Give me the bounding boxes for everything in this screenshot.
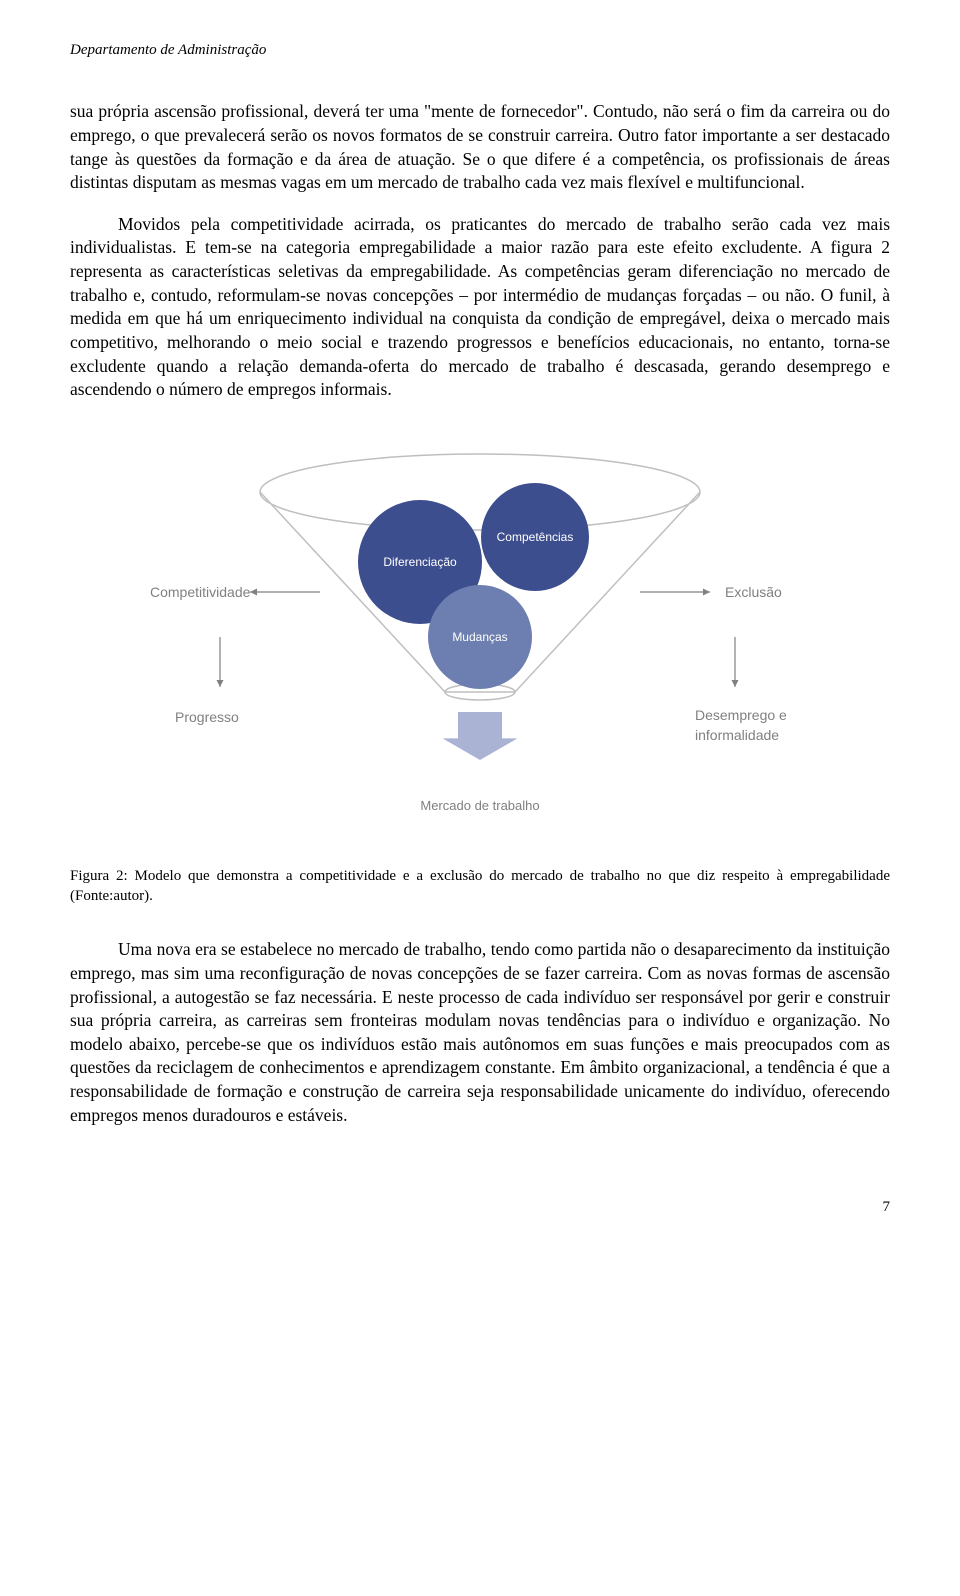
paragraph-1: sua própria ascensão profissional, dever…	[70, 100, 890, 195]
svg-text:Mercado de trabalho: Mercado de trabalho	[420, 798, 539, 813]
svg-text:Progresso: Progresso	[175, 709, 239, 725]
page-number: 7	[70, 1197, 890, 1217]
svg-text:Desemprego e: Desemprego e	[695, 707, 787, 723]
figure-2: Diferenciação Competências Mudanças Competi…	[70, 432, 890, 852]
funnel-diagram: Diferenciação Competências Mudanças Competi…	[130, 432, 830, 852]
svg-text:Mudanças: Mudanças	[452, 630, 507, 644]
svg-text:Diferenciação: Diferenciação	[383, 555, 457, 569]
paragraph-3: Uma nova era se estabelece no mercado de…	[70, 938, 890, 1127]
paragraph-2: Movidos pela competitividade acirrada, o…	[70, 213, 890, 402]
svg-text:Exclusão: Exclusão	[725, 584, 782, 600]
page-header: Departamento de Administração	[70, 40, 890, 60]
svg-text:Competências: Competências	[497, 530, 574, 544]
figure-2-caption: Figura 2: Modelo que demonstra a competi…	[70, 866, 890, 907]
svg-text:informalidade: informalidade	[695, 727, 779, 743]
svg-text:Competitividade: Competitividade	[150, 584, 251, 600]
